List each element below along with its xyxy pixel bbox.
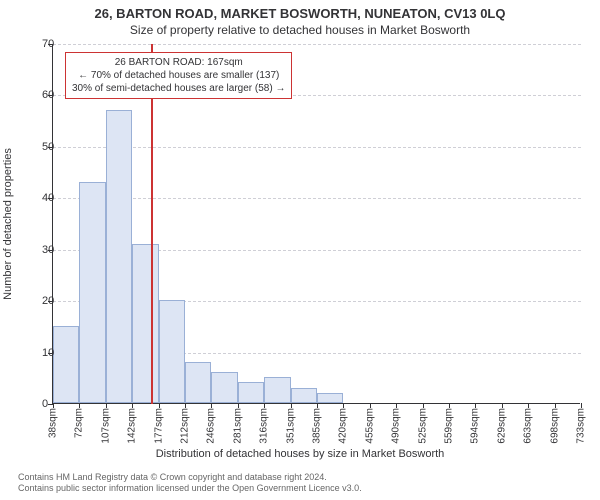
xtick-label: 733sqm — [576, 408, 587, 444]
xtick-label: 490sqm — [391, 408, 402, 444]
xtick-label: 385sqm — [312, 408, 323, 444]
xtick-label: 629sqm — [496, 408, 507, 444]
xtick-label: 212sqm — [180, 408, 191, 444]
xtick-label: 38sqm — [48, 408, 59, 438]
histogram-bar — [185, 362, 211, 403]
info-box-line: 26 BARTON ROAD: 167sqm — [72, 56, 285, 69]
histogram-bar — [53, 326, 79, 403]
xtick-label: 316sqm — [259, 408, 270, 444]
chart-container: 26, BARTON ROAD, MARKET BOSWORTH, NUNEAT… — [0, 0, 600, 500]
histogram-bar — [79, 182, 105, 403]
title-main: 26, BARTON ROAD, MARKET BOSWORTH, NUNEAT… — [0, 0, 600, 21]
x-axis-label: Distribution of detached houses by size … — [0, 448, 600, 460]
xtick-label: 559sqm — [444, 408, 455, 444]
xtick-label: 177sqm — [153, 408, 164, 444]
gridline — [53, 198, 581, 199]
title-sub: Size of property relative to detached ho… — [0, 21, 600, 37]
histogram-bar — [132, 244, 158, 403]
chart-area: 38sqm72sqm107sqm142sqm177sqm212sqm246sqm… — [52, 44, 580, 404]
xtick-label: 420sqm — [338, 408, 349, 444]
xtick-label: 594sqm — [470, 408, 481, 444]
xtick-label: 455sqm — [364, 408, 375, 444]
histogram-bar — [238, 382, 264, 403]
gridline — [53, 147, 581, 148]
histogram-bar — [211, 372, 237, 403]
xtick-label: 107sqm — [100, 408, 111, 444]
xtick-label: 663sqm — [523, 408, 534, 444]
footer-attribution: Contains HM Land Registry data © Crown c… — [18, 472, 362, 495]
xtick-label: 246sqm — [206, 408, 217, 444]
xtick-label: 525sqm — [417, 408, 428, 444]
info-box: 26 BARTON ROAD: 167sqm← 70% of detached … — [65, 52, 292, 99]
histogram-bar — [317, 393, 343, 403]
gridline — [53, 44, 581, 45]
footer-line2: Contains public sector information licen… — [18, 483, 362, 494]
footer-line1: Contains HM Land Registry data © Crown c… — [18, 472, 362, 483]
histogram-bar — [159, 300, 185, 403]
plot-region: 38sqm72sqm107sqm142sqm177sqm212sqm246sqm… — [52, 44, 580, 404]
info-box-line: ← 70% of detached houses are smaller (13… — [72, 69, 285, 82]
xtick-label: 72sqm — [74, 408, 85, 438]
xtick-label: 142sqm — [127, 408, 138, 444]
xtick-label: 351sqm — [285, 408, 296, 444]
xtick-label: 698sqm — [549, 408, 560, 444]
xtick-label: 281sqm — [232, 408, 243, 444]
info-box-line: 30% of semi-detached houses are larger (… — [72, 82, 285, 95]
histogram-bar — [291, 388, 317, 403]
histogram-bar — [106, 110, 132, 403]
y-axis-label: Number of detached properties — [2, 148, 14, 300]
histogram-bar — [264, 377, 290, 403]
